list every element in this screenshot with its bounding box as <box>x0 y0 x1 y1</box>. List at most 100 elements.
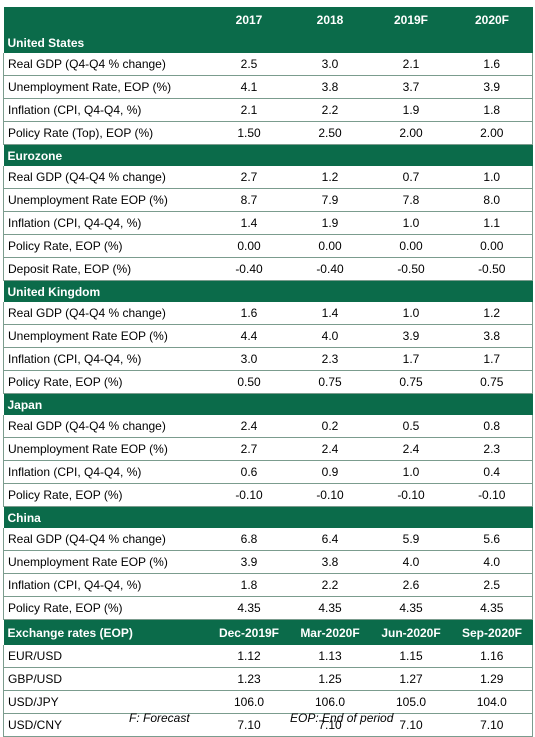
value-cell: 1.8 <box>451 98 533 122</box>
value-cell: 0.8 <box>451 415 533 438</box>
value-cell: 1.7 <box>451 347 533 371</box>
value-cell: 1.7 <box>370 347 452 371</box>
row-label: Policy Rate, EOP (%) <box>3 234 209 258</box>
table-row: Unemployment Rate EOP (%) 3.9 3.8 4.0 4.0 <box>3 550 533 574</box>
row-label: Real GDP (Q4-Q4 % change) <box>3 415 209 438</box>
fx-value-cell: 106.0 <box>208 690 290 714</box>
value-cell: 2.7 <box>208 437 290 461</box>
table-row: EUR/USD 1.12 1.13 1.15 1.16 <box>3 645 533 668</box>
section-header-row: Japan <box>3 393 533 415</box>
value-cell: 2.2 <box>289 98 371 122</box>
section-header-row: China <box>3 506 533 528</box>
forecast-table: 2017 2018 2019F 2020F United States Real … <box>3 7 533 737</box>
table-row: Real GDP (Q4-Q4 % change) 1.6 1.4 1.0 1.2 <box>3 302 533 325</box>
value-cell: 4.0 <box>370 550 452 574</box>
row-label: Inflation (CPI, Q4-Q4, %) <box>3 347 209 371</box>
value-cell: 2.5 <box>451 573 533 597</box>
value-cell: 4.0 <box>289 324 371 348</box>
value-cell: 4.35 <box>451 596 533 620</box>
row-label: Inflation (CPI, Q4-Q4, %) <box>3 98 209 122</box>
section-title: Eurozone <box>3 144 533 166</box>
value-cell: 4.35 <box>289 596 371 620</box>
fx-period-header: Jun-2020F <box>370 619 452 645</box>
value-cell: 1.2 <box>451 302 533 325</box>
fx-period-header: Sep-2020F <box>451 619 533 645</box>
row-label: Policy Rate, EOP (%) <box>3 370 209 394</box>
value-cell: 1.2 <box>289 166 371 189</box>
value-cell: 3.8 <box>289 75 371 99</box>
value-cell: 1.6 <box>451 53 533 76</box>
fx-value-cell: 1.12 <box>208 645 290 668</box>
value-cell: 0.75 <box>451 370 533 394</box>
table-row: Real GDP (Q4-Q4 % change) 2.5 3.0 2.1 1.6 <box>3 53 533 76</box>
row-label: Unemployment Rate, EOP (%) <box>3 75 209 99</box>
table-row: Inflation (CPI, Q4-Q4, %) 2.1 2.2 1.9 1.8 <box>3 98 533 122</box>
section-title: United Kingdom <box>3 280 533 302</box>
fx-value-cell: 106.0 <box>289 690 371 714</box>
row-label: Policy Rate (Top), EOP (%) <box>3 121 209 145</box>
fx-pair-label: EUR/USD <box>3 645 209 668</box>
value-cell: 4.0 <box>451 550 533 574</box>
row-label: Unemployment Rate EOP (%) <box>3 437 209 461</box>
table-row: Real GDP (Q4-Q4 % change) 2.7 1.2 0.7 1.0 <box>3 166 533 189</box>
fx-value-cell: 1.15 <box>370 645 452 668</box>
table-footnotes: F: Forecast EOP: End of period <box>0 711 535 727</box>
fx-value-cell: 1.25 <box>289 667 371 691</box>
table-row: Policy Rate, EOP (%) -0.10 -0.10 -0.10 -0.10 <box>3 483 533 507</box>
value-cell: 1.0 <box>370 460 452 484</box>
table-row: USD/JPY 106.0 106.0 105.0 104.0 <box>3 690 533 714</box>
table-row: Unemployment Rate EOP (%) 2.7 2.4 2.4 2.3 <box>3 437 533 461</box>
table-row: Real GDP (Q4-Q4 % change) 6.8 6.4 5.9 5.6 <box>3 528 533 551</box>
row-label: Real GDP (Q4-Q4 % change) <box>3 166 209 189</box>
section-title: Japan <box>3 393 533 415</box>
section-header-row: United Kingdom <box>3 280 533 302</box>
value-cell: 2.4 <box>208 415 290 438</box>
value-cell: 8.7 <box>208 188 290 212</box>
section-title: United States <box>3 32 533 53</box>
table-row: Policy Rate, EOP (%) 0.00 0.00 0.00 0.00 <box>3 234 533 258</box>
value-cell: -0.40 <box>289 257 371 281</box>
header-blank-cell <box>3 7 209 32</box>
value-cell: 3.7 <box>370 75 452 99</box>
fx-value-cell: 1.29 <box>451 667 533 691</box>
value-cell: 0.4 <box>451 460 533 484</box>
value-cell: 1.1 <box>451 211 533 235</box>
table-row: Policy Rate, EOP (%) 4.35 4.35 4.35 4.35 <box>3 596 533 620</box>
fx-pair-label: USD/JPY <box>3 690 209 714</box>
value-cell: 7.8 <box>370 188 452 212</box>
fx-value-cell: 1.16 <box>451 645 533 668</box>
value-cell: 2.4 <box>370 437 452 461</box>
value-cell: 4.35 <box>370 596 452 620</box>
eop-footnote: EOP: End of period <box>290 711 394 725</box>
value-cell: 0.75 <box>370 370 452 394</box>
header-year-2019f: 2019F <box>370 7 452 32</box>
table-row: Policy Rate, EOP (%) 0.50 0.75 0.75 0.75 <box>3 370 533 394</box>
header-year-2017: 2017 <box>208 7 290 32</box>
table-row: Real GDP (Q4-Q4 % change) 2.4 0.2 0.5 0.8 <box>3 415 533 438</box>
value-cell: -0.40 <box>208 257 290 281</box>
value-cell: -0.50 <box>370 257 452 281</box>
value-cell: 2.5 <box>208 53 290 76</box>
value-cell: 0.50 <box>208 370 290 394</box>
fx-value-cell: 1.13 <box>289 645 371 668</box>
value-cell: 2.3 <box>451 437 533 461</box>
value-cell: -0.10 <box>289 483 371 507</box>
forecast-table-body: 2017 2018 2019F 2020F United States Real … <box>3 7 533 737</box>
value-cell: -0.10 <box>208 483 290 507</box>
value-cell: 6.4 <box>289 528 371 551</box>
value-cell: 1.8 <box>208 573 290 597</box>
row-label: Inflation (CPI, Q4-Q4, %) <box>3 460 209 484</box>
value-cell: 4.4 <box>208 324 290 348</box>
value-cell: 7.9 <box>289 188 371 212</box>
fx-header-row: Exchange rates (EOP) Dec-2019F Mar-2020F Ju… <box>3 619 533 645</box>
header-year-2018: 2018 <box>289 7 371 32</box>
row-label: Deposit Rate, EOP (%) <box>3 257 209 281</box>
row-label: Unemployment Rate EOP (%) <box>3 550 209 574</box>
value-cell: 0.00 <box>451 234 533 258</box>
value-cell: -0.10 <box>451 483 533 507</box>
value-cell: 1.6 <box>208 302 290 325</box>
value-cell: 5.9 <box>370 528 452 551</box>
value-cell: 6.8 <box>208 528 290 551</box>
value-cell: 2.00 <box>370 121 452 145</box>
